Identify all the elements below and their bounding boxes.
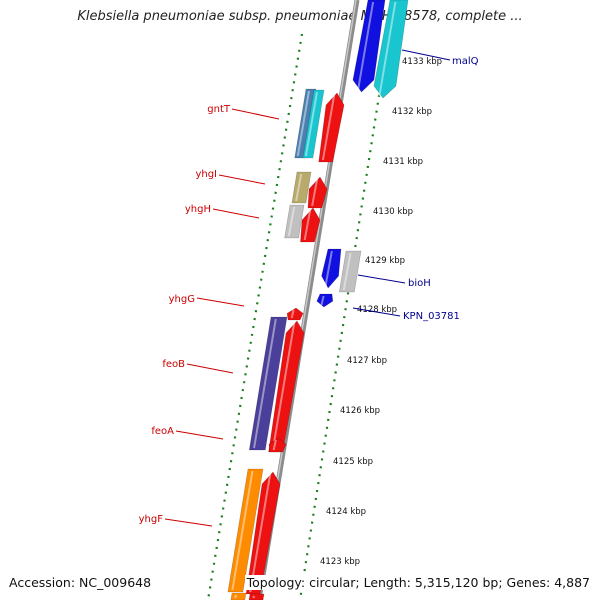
gene-feature-red[interactable] — [300, 207, 321, 243]
gene-label-leader-line — [175, 430, 224, 440]
gene-feature-shine — [342, 252, 352, 291]
gene-feature-gray[interactable] — [284, 204, 305, 239]
gene-feature-shine — [231, 470, 254, 591]
gene-label-leader-line — [357, 274, 406, 284]
gene-feature-red[interactable] — [286, 307, 304, 321]
gene-label-leader-line — [231, 108, 280, 120]
gene-label-leader-line — [196, 297, 245, 307]
gene-feature-shine — [321, 94, 336, 161]
gene-feature-cyan[interactable] — [302, 89, 325, 159]
scale-tick-label: 4125 kbp — [333, 457, 373, 467]
accession-text: Accession: NC_009648 — [9, 575, 154, 590]
scale-tick-label: 4127 kbp — [347, 356, 387, 366]
gene-feature-shine — [295, 173, 303, 202]
gene-feature-orange[interactable] — [227, 468, 264, 593]
map-title: Klebsiella pneumoniae subsp. pneumoniae … — [77, 9, 523, 24]
gene-feature-shine — [296, 90, 310, 157]
scale-tick-label: 4130 kbp — [373, 207, 413, 217]
gene-labels: malQ gntT yhgI yhgH bioH KPN_03781 yhgG feoB feo… — [139, 49, 479, 527]
gene-feature-purple[interactable] — [248, 316, 288, 451]
gene-feature-shine — [249, 473, 272, 593]
gene-label-gntt[interactable]: gntT — [207, 104, 231, 115]
gene-label-feob[interactable]: feoB — [162, 359, 185, 370]
gene-feature-shine — [253, 318, 277, 449]
gene-feature-shine — [378, 1, 397, 97]
gene-label-leader-line — [401, 49, 451, 61]
gene-label-yhgh[interactable]: yhgH — [185, 204, 211, 215]
gene-label-kpn_03781[interactable]: KPN_03781 — [403, 311, 460, 322]
gene-feature-shine — [290, 309, 295, 319]
scale-tick-label: 4124 kbp — [326, 507, 366, 517]
gene-label-yhgf[interactable]: yhgF — [139, 514, 164, 525]
scale-tick-label: 4131 kbp — [383, 157, 423, 167]
gene-feature-shine — [320, 295, 325, 306]
scale-tick-label: 4129 kbp — [365, 256, 405, 266]
gene-feature-red[interactable] — [307, 176, 328, 209]
gene-label-leader-line — [186, 363, 234, 374]
scale-ticks: 4133 kbp 4132 kbp 4131 kbp 4130 kbp 4129 kbp… — [320, 57, 442, 567]
gene-feature-shine — [272, 439, 277, 451]
gene-label-feoa[interactable]: feoA — [151, 426, 174, 437]
gene-feature-red[interactable] — [268, 320, 305, 453]
gene-feature-shine — [311, 178, 319, 207]
scale-tick-label: 4128 kbp — [357, 305, 397, 315]
gene-feature-gray[interactable] — [338, 250, 362, 293]
gene-label-leader-line — [212, 208, 260, 219]
feature-layer — [227, 0, 409, 600]
gene-feature-shine — [287, 206, 296, 237]
gene-feature-shine — [324, 250, 333, 287]
gene-label-malq[interactable]: malQ — [452, 56, 479, 67]
gene-label-leader-line — [218, 174, 266, 185]
gene-feature-shine — [252, 595, 256, 599]
gene-label-leader-line — [352, 307, 401, 317]
gene-label-yhgi[interactable]: yhgI — [195, 169, 217, 180]
scale-tick-label: 4133 kbp — [402, 57, 442, 67]
scale-tick-label: 4132 kbp — [392, 107, 432, 117]
gene-feature-shine — [303, 209, 312, 241]
gene-feature-red[interactable] — [248, 593, 265, 600]
gene-feature-red[interactable] — [318, 92, 345, 163]
gene-feature-shine — [271, 322, 296, 451]
genome-info-text: Topology: circular; Length: 5,315,120 bp… — [244, 575, 590, 590]
gene-label-leader-line — [164, 518, 213, 527]
gene-feature-orange[interactable] — [230, 592, 247, 600]
gene-feature-red[interactable] — [268, 437, 287, 453]
gene-feature-shine — [234, 594, 238, 599]
gene-feature-shine — [357, 1, 375, 91]
gene-label-yhgg[interactable]: yhgG — [169, 294, 195, 305]
gene-feature-blue[interactable] — [316, 293, 334, 308]
scale-tick-label: 4123 kbp — [320, 557, 360, 567]
scale-tick-label: 4126 kbp — [340, 406, 380, 416]
gene-feature-blue[interactable] — [352, 0, 386, 93]
gene-feature-shine — [304, 91, 318, 157]
gene-feature-khaki[interactable] — [291, 171, 312, 204]
gene-label-bioh[interactable]: bioH — [408, 278, 431, 289]
gene-feature-cyan[interactable] — [373, 0, 409, 99]
gene-feature-blue[interactable] — [321, 248, 342, 289]
